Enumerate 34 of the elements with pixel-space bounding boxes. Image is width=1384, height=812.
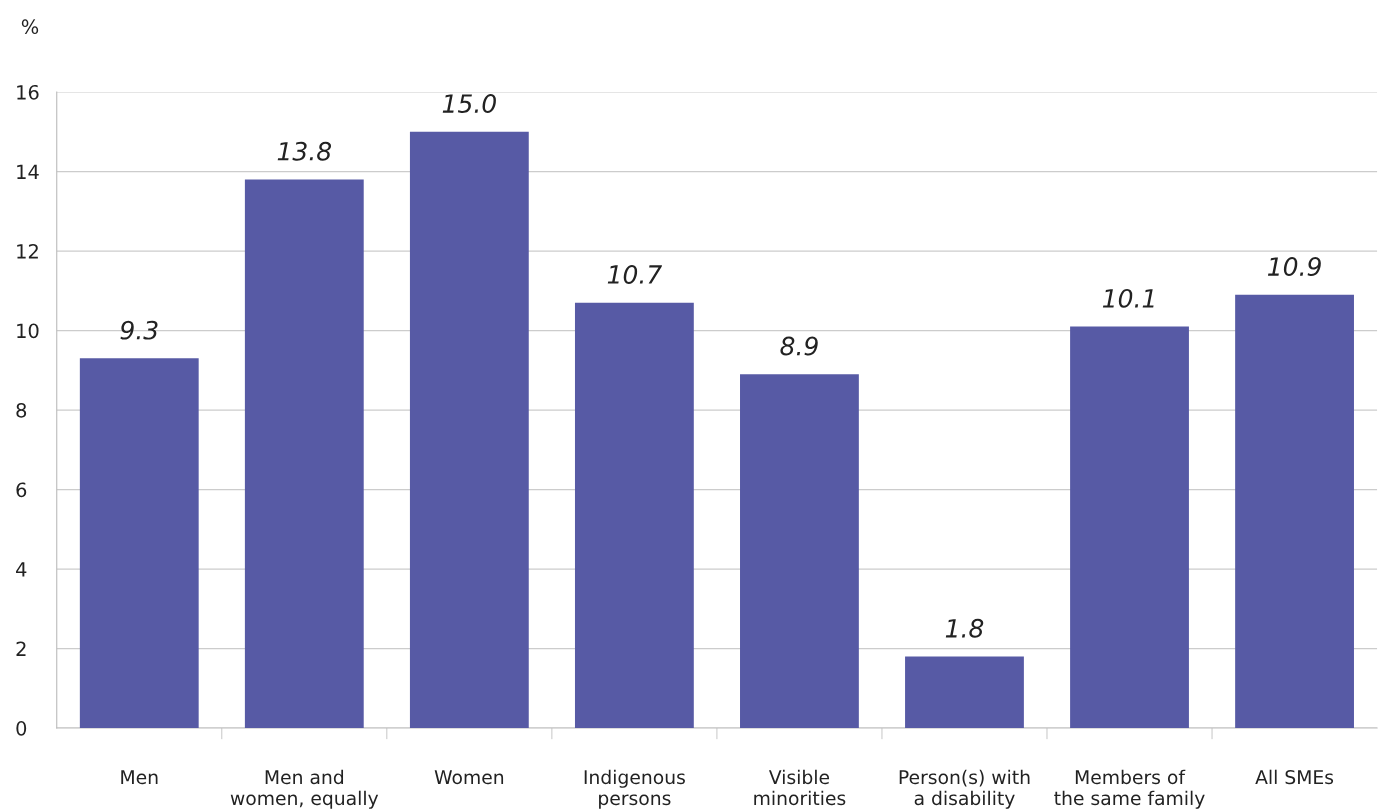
x-tick-label: Person(s) with a disability <box>899 769 1030 809</box>
data-label: 1.8 <box>945 618 984 638</box>
bar <box>79 358 199 729</box>
bar <box>1235 294 1354 729</box>
x-tick-label: Women <box>434 770 504 785</box>
bar <box>740 374 859 729</box>
y-tick-label: 14 <box>17 164 39 179</box>
data-label: 10.1 <box>1102 288 1154 308</box>
y-tick-label: 4 <box>16 562 27 577</box>
y-tick-label: 2 <box>16 641 26 656</box>
x-tick-label: Men and women, equally <box>230 769 379 809</box>
x-tick-label: All SMEs <box>1255 769 1334 785</box>
y-tick-label: 16 <box>17 84 39 100</box>
y-tick-label: 10 <box>17 323 39 339</box>
data-label: 10.9 <box>1267 257 1321 276</box>
y-tick-label: 12 <box>17 243 38 259</box>
y-tick-label: 0 <box>16 721 27 736</box>
x-tick-label: Men <box>121 770 158 785</box>
data-label: 10.7 <box>607 265 662 284</box>
bar <box>1070 326 1189 729</box>
bar <box>409 131 529 729</box>
data-label: 9.3 <box>120 320 158 340</box>
x-tick-label: Indigenous persons <box>584 769 685 809</box>
bar <box>574 302 694 729</box>
data-label: 8.9 <box>780 336 818 356</box>
y-tick-label: 8 <box>16 402 27 418</box>
data-label: 15.0 <box>442 94 496 114</box>
y-tick-label: 6 <box>16 482 27 498</box>
x-tick-label: Visible minorities <box>754 769 846 806</box>
bar <box>905 656 1024 729</box>
y-axis-title: % <box>21 19 39 35</box>
x-tick-label: Members of the same family <box>1054 769 1205 809</box>
bar <box>244 179 364 729</box>
data-label: 13.8 <box>277 141 332 161</box>
